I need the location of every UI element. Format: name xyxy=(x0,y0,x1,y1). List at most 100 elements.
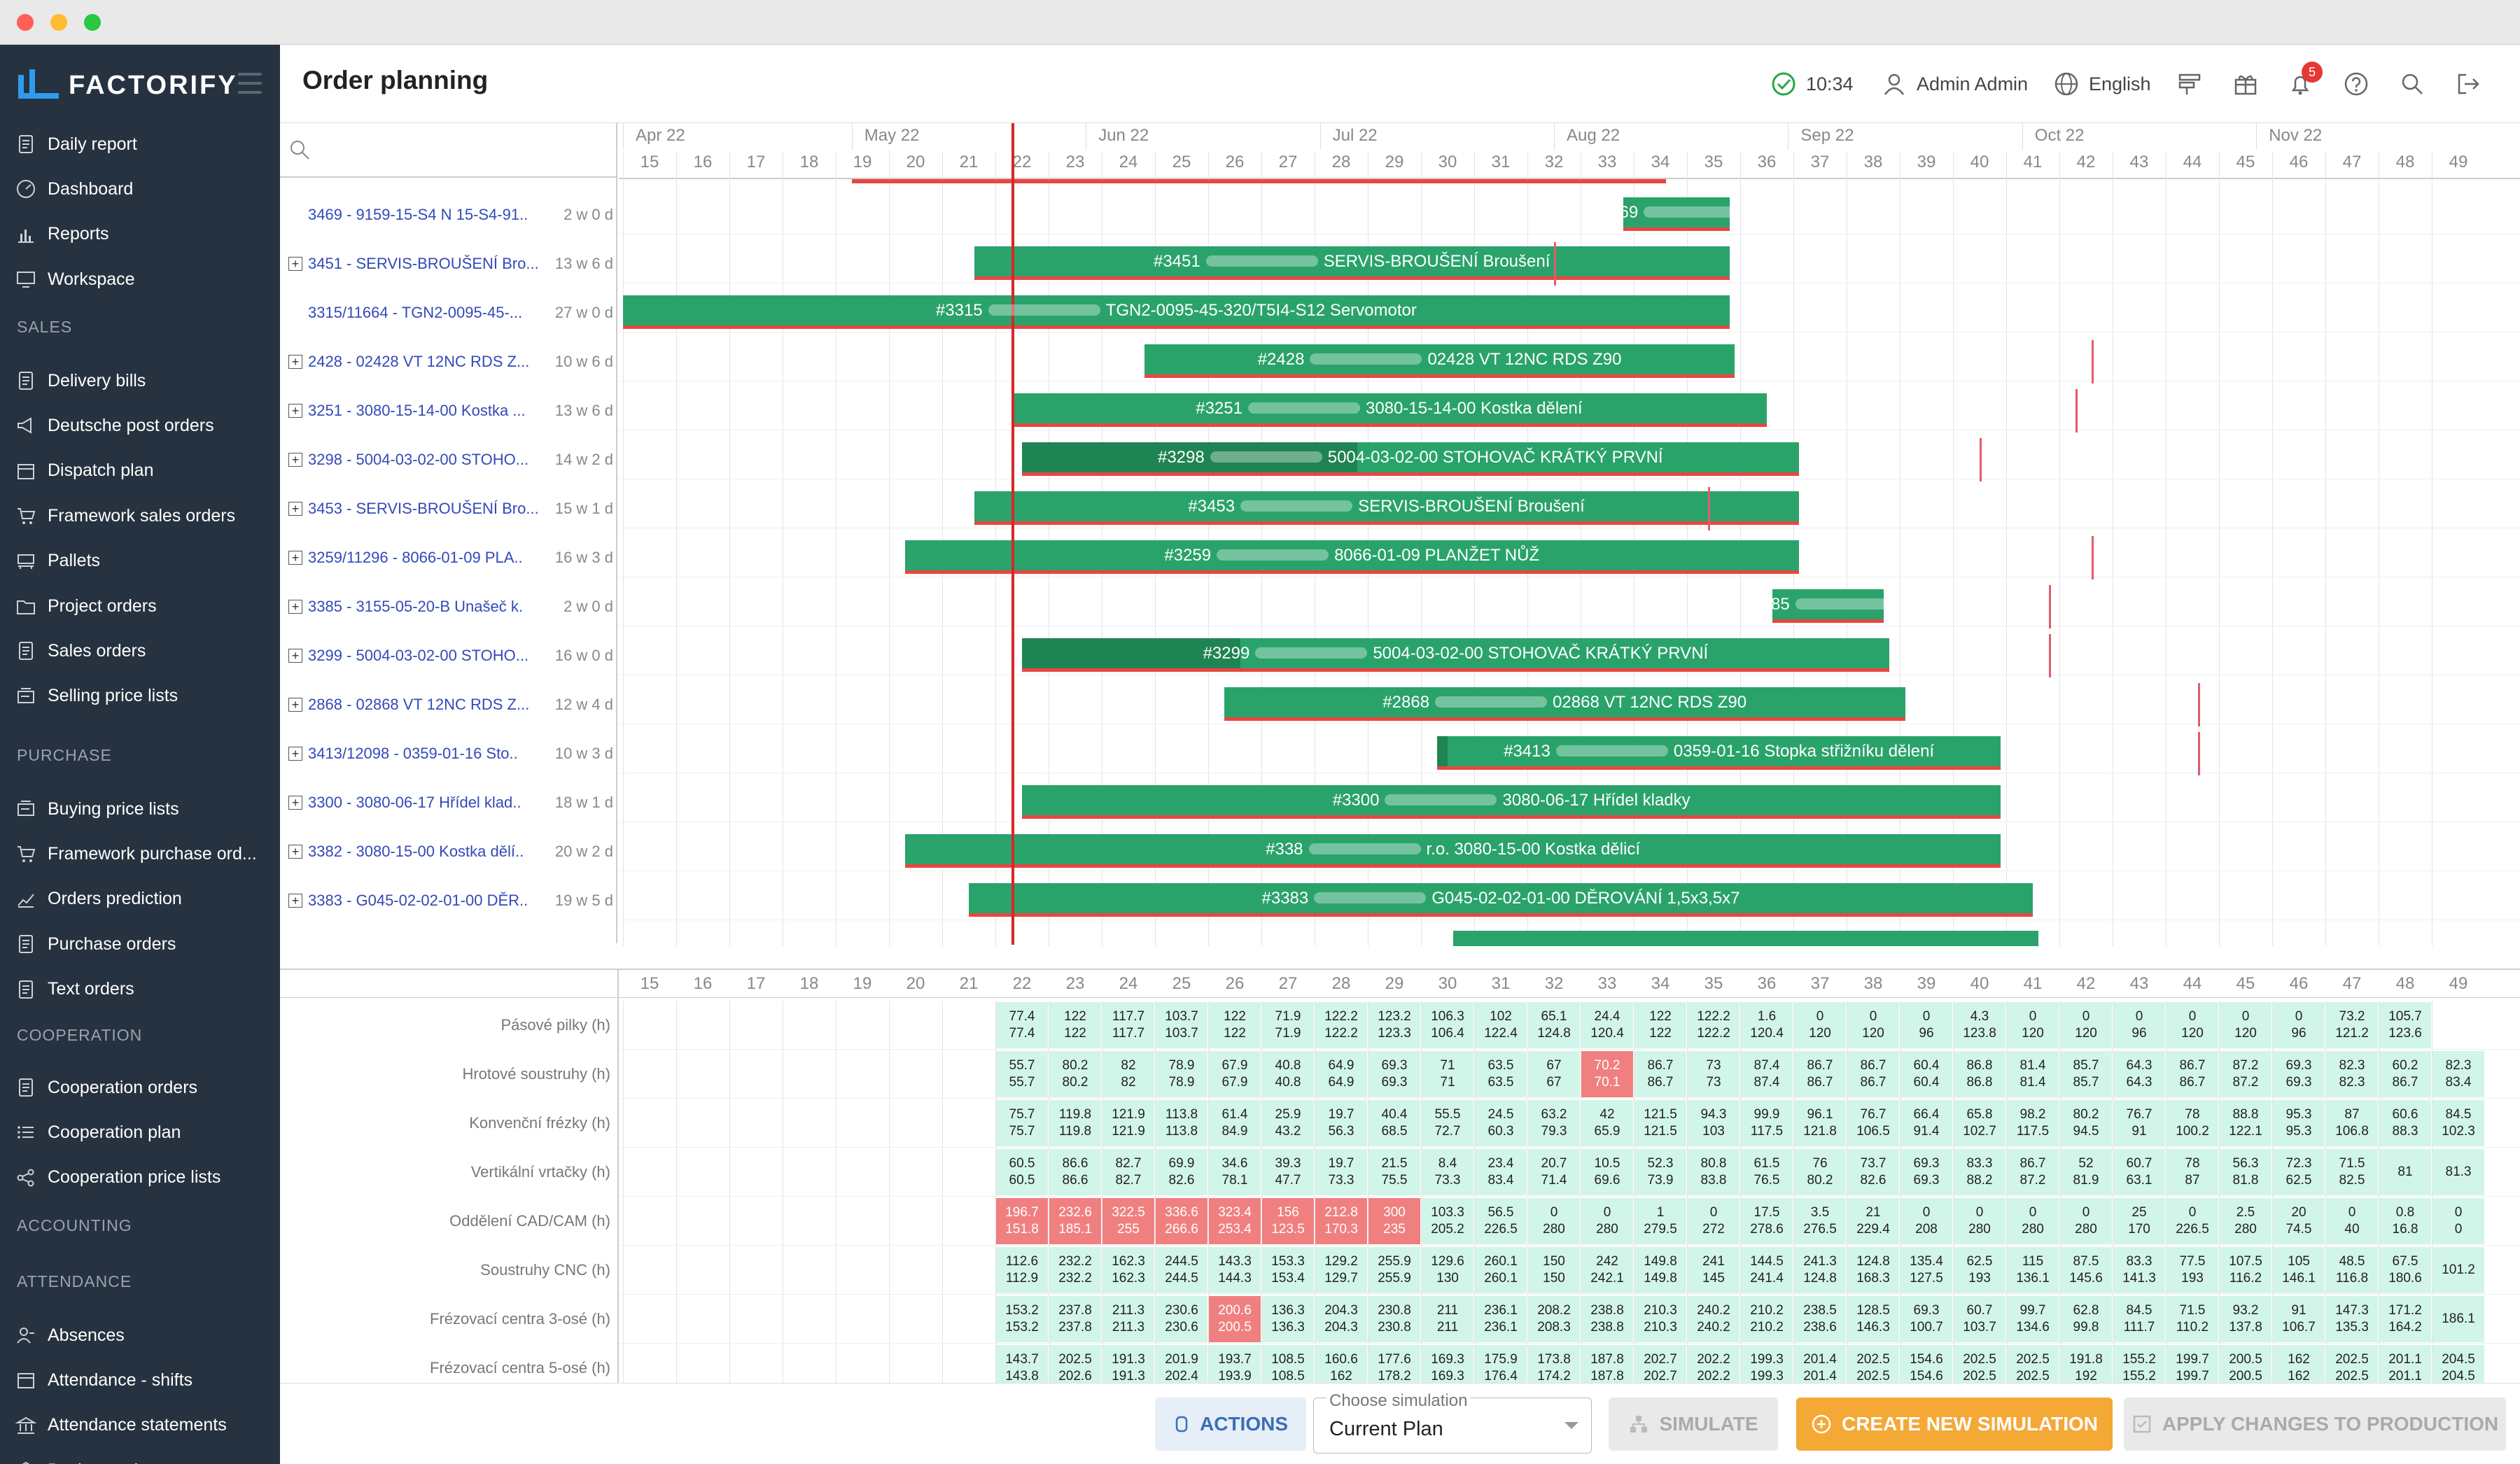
sidebar-item-deutsche-post-orders[interactable]: Deutsche post orders xyxy=(15,411,214,439)
order-bar[interactable]: #338 r.o. 3080-15-00 Kostka dělicí xyxy=(904,834,2001,868)
create-simulation-button[interactable]: CREATE NEW SIMULATION xyxy=(1796,1398,2113,1451)
order-label[interactable]: 3382 - 3080-15-00 Kostka dělí.. xyxy=(308,843,524,860)
sidebar-item-attendance-shifts[interactable]: Attendance - shifts xyxy=(15,1366,192,1394)
order-label[interactable]: 3385 - 3155-05-20-B Unašeč k. xyxy=(308,598,523,615)
sidebar-item-reports[interactable]: Reports xyxy=(15,220,109,248)
order-row-label[interactable]: +3299 - 5004-03-02-00 STOHO... 16 w 0 d xyxy=(288,631,613,680)
order-row-label[interactable]: 3469 - 9159-15-S4 N 15-S4-91.. 2 w 0 d xyxy=(288,190,613,239)
order-bar[interactable] xyxy=(1452,931,2038,946)
gantt-settings-button[interactable] xyxy=(2177,69,2202,99)
order-bar[interactable]: #3413 0359-01-16 Stopka střižníku dělení xyxy=(1436,736,2001,770)
order-label[interactable]: 3259/11296 - 8066-01-09 PLA.. xyxy=(308,549,523,566)
order-row-label[interactable]: +3383 - G045-02-02-01-00 DĚR.. 19 w 5 d xyxy=(288,876,613,925)
order-label[interactable]: 3298 - 5004-03-02-00 STOHO... xyxy=(308,451,529,468)
order-label[interactable]: 2868 - 02868 VT 12NC RDS Z... xyxy=(308,696,530,713)
order-bar[interactable]: #3259 8066-01-09 PLANŽET NŮŽ xyxy=(904,540,1799,574)
order-bar[interactable]: #3251 3080-15-14-00 Kostka dělení xyxy=(1011,393,1767,427)
order-row-label[interactable]: +3251 - 3080-15-14-00 Kostka ... 13 w 6 d xyxy=(288,386,613,435)
expand-icon[interactable]: + xyxy=(288,404,302,418)
order-label[interactable]: 3251 - 3080-15-14-00 Kostka ... xyxy=(308,402,526,419)
order-label[interactable]: 3413/12098 - 0359-01-16 Sto.. xyxy=(308,745,518,762)
actions-button[interactable]: ACTIONS xyxy=(1155,1398,1306,1451)
order-search[interactable] xyxy=(280,123,617,178)
order-row-label[interactable]: +2868 - 02868 VT 12NC RDS Z... 12 w 4 d xyxy=(288,680,613,729)
order-label[interactable]: 3383 - G045-02-02-01-00 DĚR.. xyxy=(308,892,528,909)
logout-button[interactable] xyxy=(2456,69,2481,99)
apply-changes-button[interactable]: APPLY CHANGES TO PRODUCTION xyxy=(2124,1398,2506,1451)
expand-icon[interactable]: + xyxy=(288,257,302,271)
expand-icon[interactable]: + xyxy=(288,698,302,712)
order-row-label[interactable]: +3259/11296 - 8066-01-09 PLA.. 16 w 3 d xyxy=(288,533,613,582)
expand-icon[interactable]: + xyxy=(288,747,302,761)
menu-toggle-icon[interactable] xyxy=(238,73,262,94)
order-label[interactable]: 3451 - SERVIS-BROUŠENÍ Bro... xyxy=(308,255,539,272)
gift-button[interactable] xyxy=(2233,69,2258,99)
order-row-label[interactable]: +3385 - 3155-05-20-B Unašeč k. 2 w 0 d xyxy=(288,582,613,631)
order-label[interactable]: 3299 - 5004-03-02-00 STOHO... xyxy=(308,647,529,664)
sidebar-item-framework-sales-orders[interactable]: Framework sales orders xyxy=(15,502,235,530)
sidebar-item-delivery-bills[interactable]: Delivery bills xyxy=(15,367,146,395)
expand-icon[interactable]: + xyxy=(288,649,302,663)
sidebar-item-pallets[interactable]: Pallets xyxy=(15,547,100,575)
order-row-label[interactable]: +3382 - 3080-15-00 Kostka dělí.. 20 w 2 d xyxy=(288,827,613,876)
order-row-label[interactable]: +3453 - SERVIS-BROUŠENÍ Bro... 15 w 1 d xyxy=(288,484,613,533)
help-button[interactable] xyxy=(2344,69,2369,99)
sidebar-item-absences[interactable]: Absences xyxy=(15,1321,125,1349)
expand-icon[interactable]: + xyxy=(288,551,302,565)
order-bar[interactable]: #3300 3080-06-17 Hřídel kladky xyxy=(1022,785,2001,819)
simulation-select[interactable]: Choose simulation Current Plan xyxy=(1313,1391,1592,1454)
sidebar-item-orders-prediction[interactable]: Orders prediction xyxy=(15,885,182,913)
sidebar-item-cooperation-price-lists[interactable]: Cooperation price lists xyxy=(15,1164,220,1192)
sidebar-item-sales-orders[interactable]: Sales orders xyxy=(15,637,146,665)
sidebar-item-cooperation-orders[interactable]: Cooperation orders xyxy=(15,1074,197,1101)
order-bar[interactable]: #3315 TGN2-0095-45-320/T5I4-S12 Servomoto… xyxy=(623,295,1730,329)
close-window-button[interactable] xyxy=(17,14,34,31)
sidebar-item-daily-report[interactable]: Daily report xyxy=(15,130,137,158)
expand-icon[interactable]: + xyxy=(288,600,302,614)
sidebar-item-buying-price-lists[interactable]: Buying price lists xyxy=(15,795,179,823)
factorify-logo[interactable]: FACTORIFY xyxy=(17,64,238,106)
order-bar[interactable]: #3383 G045-02-02-01-00 DĚROVÁNÍ 1,5x3,5x7 xyxy=(969,883,2033,917)
language-selector[interactable]: English xyxy=(2054,69,2151,99)
order-bar[interactable]: #3299 5004-03-02-00 STOHOVAČ KRÁTKÝ PRVNÍ xyxy=(1022,638,1889,672)
order-bar[interactable]: #3469 xyxy=(1623,197,1730,231)
order-bar[interactable]: #3453 SERVIS-BROUŠENÍ Broušení xyxy=(974,491,1799,525)
order-label[interactable]: 2428 - 02428 VT 12NC RDS Z... xyxy=(308,353,530,370)
order-label[interactable]: 3315/11664 - TGN2-0095-45-... xyxy=(308,304,523,321)
order-label[interactable]: 3453 - SERVIS-BROUŠENÍ Bro... xyxy=(308,500,539,517)
sidebar-item-framework-purchase-ord[interactable]: Framework purchase ord... xyxy=(15,840,257,868)
minimize-window-button[interactable] xyxy=(50,14,67,31)
order-bar[interactable]: #3385 xyxy=(1772,589,1884,623)
order-label[interactable]: 3469 - 9159-15-S4 N 15-S4-91.. xyxy=(308,206,528,223)
sidebar-item-project-orders[interactable]: Project orders xyxy=(15,592,157,620)
sidebar-item-cooperation-plan[interactable]: Cooperation plan xyxy=(15,1118,181,1146)
sidebar-item-dashboard[interactable]: Dashboard xyxy=(15,175,133,203)
order-row-label[interactable]: +3300 - 3080-06-17 Hřídel klad.. 18 w 1 d xyxy=(288,778,613,827)
order-bar[interactable]: #3298 5004-03-02-00 STOHOVAČ KRÁTKÝ PRVNÍ xyxy=(1022,442,1799,476)
order-row-label[interactable]: +3451 - SERVIS-BROUŠENÍ Bro... 13 w 6 d xyxy=(288,239,613,288)
expand-icon[interactable]: + xyxy=(288,845,302,859)
order-bar[interactable]: #2428 02428 VT 12NC RDS Z90 xyxy=(1144,344,1735,378)
order-row-label[interactable]: +2428 - 02428 VT 12NC RDS Z... 10 w 6 d xyxy=(288,337,613,386)
sidebar-item-text-orders[interactable]: Text orders xyxy=(15,976,134,1004)
expand-icon[interactable]: + xyxy=(288,355,302,369)
sidebar-item-attendance-statements[interactable]: Attendance statements xyxy=(15,1412,227,1440)
maximize-window-button[interactable] xyxy=(84,14,101,31)
order-bar[interactable]: #2868 02868 VT 12NC RDS Z90 xyxy=(1224,687,1905,721)
sidebar-item-dispatch-plan[interactable]: Dispatch plan xyxy=(15,457,153,485)
sidebar-item-business-trips[interactable]: Business trips xyxy=(15,1456,157,1464)
expand-icon[interactable]: + xyxy=(288,453,302,467)
sidebar-item-selling-price-lists[interactable]: Selling price lists xyxy=(15,682,178,710)
notifications-button[interactable]: 5 xyxy=(2288,62,2323,99)
expand-icon[interactable]: + xyxy=(288,796,302,810)
expand-icon[interactable]: + xyxy=(288,502,302,516)
user-menu[interactable]: Admin Admin xyxy=(1882,69,2028,99)
search-button[interactable] xyxy=(2400,69,2425,99)
order-label[interactable]: 3300 - 3080-06-17 Hřídel klad.. xyxy=(308,794,522,811)
order-row-label[interactable]: +3298 - 5004-03-02-00 STOHO... 14 w 2 d xyxy=(288,435,613,484)
sidebar-item-workspace[interactable]: Workspace xyxy=(15,265,135,293)
order-row-label[interactable]: 3315/11664 - TGN2-0095-45-... 27 w 0 d xyxy=(288,288,613,337)
expand-icon[interactable]: + xyxy=(288,894,302,908)
order-row-label[interactable]: +3413/12098 - 0359-01-16 Sto.. 10 w 3 d xyxy=(288,729,613,778)
simulate-button[interactable]: SIMULATE xyxy=(1609,1398,1778,1451)
